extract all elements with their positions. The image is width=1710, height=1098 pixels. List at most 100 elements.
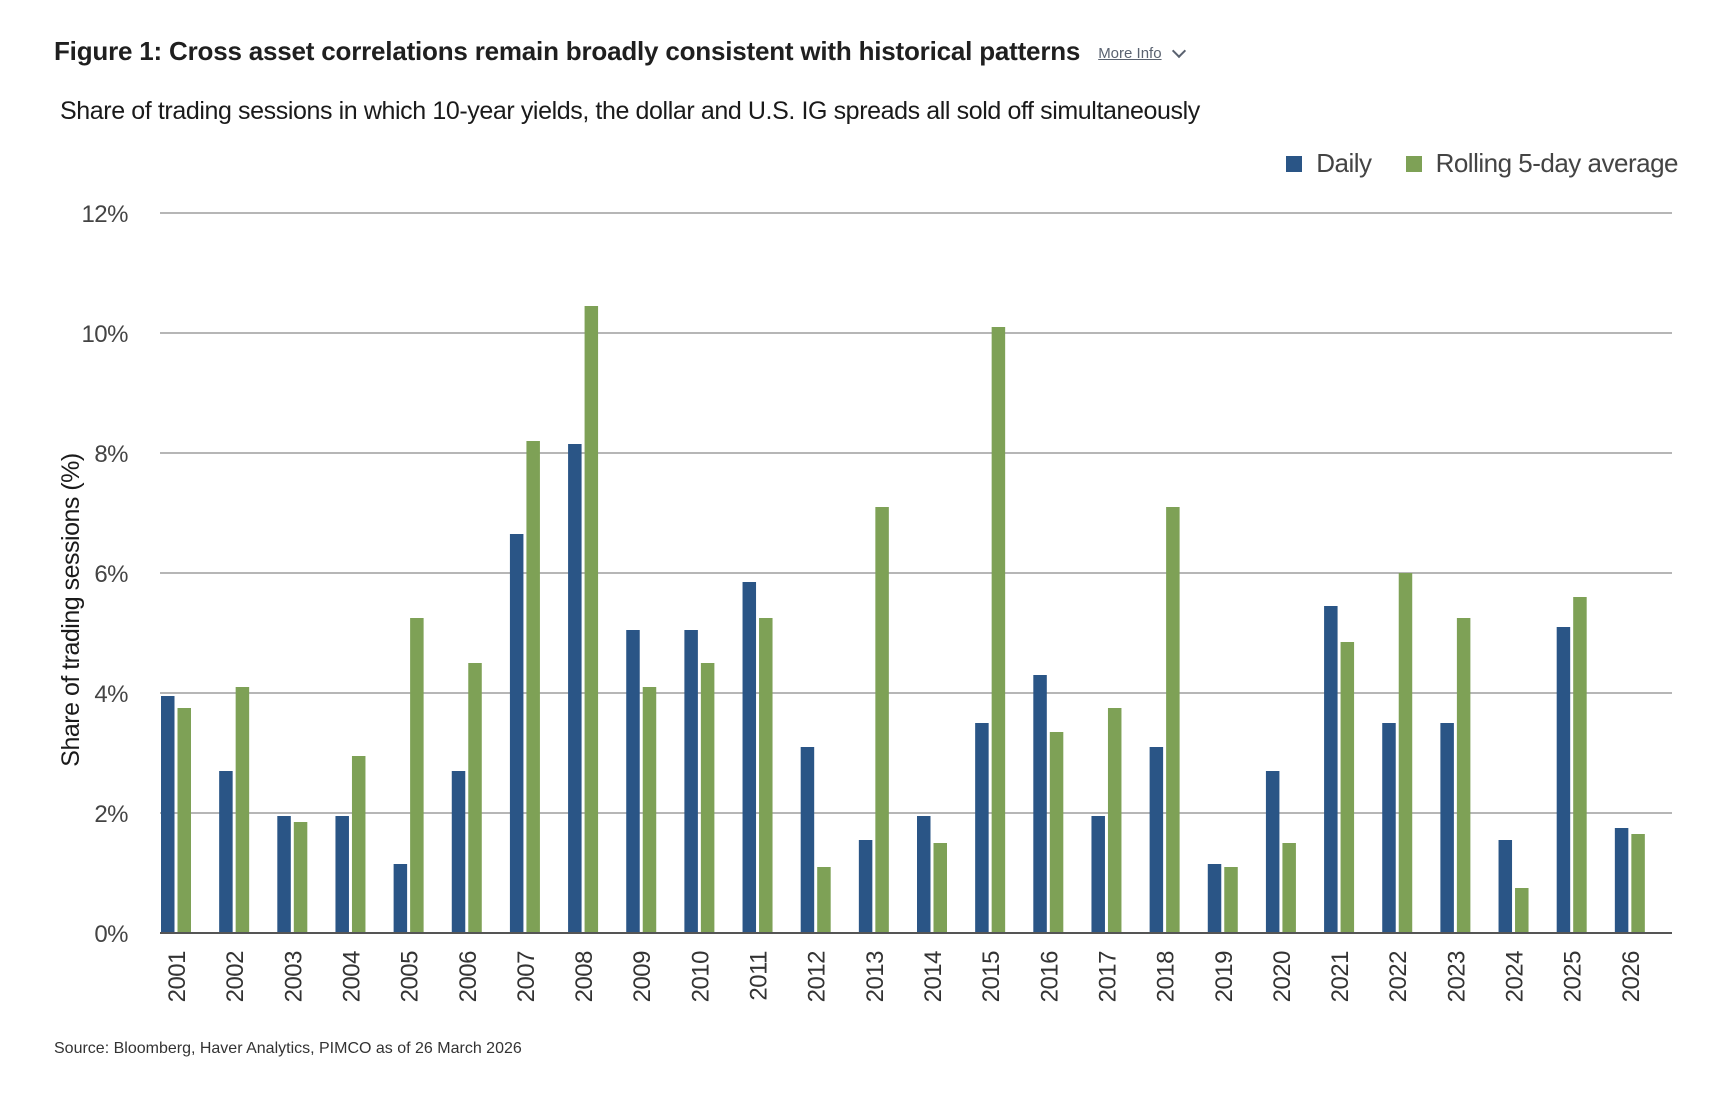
bar-daily	[917, 816, 931, 933]
x-tick-label: 2011	[746, 951, 773, 1001]
bar-daily	[1440, 723, 1454, 933]
x-tick-label: 2013	[862, 951, 889, 1003]
bar-rolling	[410, 618, 424, 933]
bar-rolling	[1398, 573, 1413, 933]
bar-rolling	[700, 663, 715, 933]
bar-daily	[1324, 606, 1338, 933]
bar-rolling	[526, 441, 540, 933]
legend-item-daily: Daily	[1286, 148, 1372, 179]
y-tick-label: 6%	[94, 561, 128, 588]
y-tick-label: 4%	[94, 681, 128, 708]
more-info-label: More Info	[1098, 45, 1162, 62]
bar-daily	[568, 444, 582, 933]
x-tick-label: 2018	[1153, 951, 1180, 1003]
x-tick-label: 2016	[1036, 951, 1063, 1003]
more-info-button[interactable]: More Info	[1098, 43, 1186, 62]
bar-daily	[451, 771, 466, 933]
bar-rolling	[1456, 618, 1471, 933]
bar-daily	[335, 816, 349, 933]
bar-rolling	[293, 822, 308, 933]
bar-daily	[626, 630, 640, 933]
bar-chart: 0% 2% 4% 6% 8% 10% 12% 2001 2002 2003 2004 2005 2006…	[57, 201, 1672, 1003]
bar-rolling	[177, 708, 191, 933]
x-tick-label: 2015	[978, 951, 1005, 1003]
y-tick-label: 0%	[94, 921, 128, 948]
chart-subtitle: Share of trading sessions in which 10-ye…	[60, 97, 1200, 125]
bar-rolling	[642, 687, 657, 933]
x-tick-label: 2019	[1211, 951, 1238, 1003]
bar-rolling	[1515, 888, 1529, 933]
bar-daily	[1614, 828, 1629, 933]
bar-daily	[800, 747, 815, 933]
x-tick-label: 2012	[804, 951, 831, 1003]
legend-label-rolling: Rolling 5-day average	[1435, 148, 1679, 178]
bar-rolling	[817, 867, 831, 933]
bar-rolling	[1631, 834, 1645, 933]
bar-daily	[858, 840, 873, 933]
chart-legend: Daily Rolling 5-day average	[1252, 148, 1679, 179]
bar-rolling	[1107, 708, 1122, 933]
bar-rolling	[235, 687, 250, 933]
legend-swatch-rolling	[1405, 155, 1422, 172]
bar-daily	[1149, 747, 1164, 933]
bar-daily	[1382, 723, 1396, 933]
bar-rolling	[933, 843, 947, 933]
x-tick-label: 2003	[280, 951, 307, 1003]
bar-daily	[161, 696, 175, 933]
x-tick-label: 2026	[1618, 951, 1645, 1003]
bar-daily	[1498, 840, 1513, 933]
bar-rolling	[875, 507, 889, 933]
source-note: Source: Bloomberg, Haver Analytics, PIMC…	[54, 1040, 522, 1057]
legend-label-daily: Daily	[1316, 148, 1372, 178]
x-tick-label: 2021	[1327, 951, 1354, 1003]
y-tick-label: 12%	[81, 201, 128, 228]
bar-daily	[1265, 771, 1280, 933]
y-axis-label: Share of trading sessions (%)	[57, 453, 85, 766]
y-tick-label: 10%	[81, 321, 128, 348]
bar-rolling	[991, 327, 1006, 933]
bar-rolling	[1224, 867, 1238, 933]
x-tick-label: 2017	[1094, 951, 1121, 1003]
bar-daily	[975, 723, 989, 933]
x-tick-label: 2023	[1443, 951, 1470, 1003]
bar-daily	[1033, 675, 1047, 933]
bar-daily	[219, 771, 233, 933]
figure-title: Figure 1: Cross asset correlations remai…	[54, 36, 1081, 66]
bar-daily	[277, 816, 291, 933]
bar-daily	[1556, 627, 1571, 933]
bar-daily	[684, 630, 698, 933]
x-tick-label: 2014	[920, 951, 947, 1003]
bar-rolling	[351, 756, 366, 933]
bar-daily	[1091, 816, 1105, 933]
bar-daily	[509, 534, 524, 933]
x-tick-label: 2009	[629, 951, 656, 1003]
legend-item-rolling: Rolling 5-day average	[1405, 148, 1679, 179]
x-tick-label: 2022	[1385, 951, 1412, 1003]
x-tick-label: 2008	[571, 951, 598, 1003]
x-tick-label: 2010	[687, 951, 714, 1003]
x-tick-label: 2005	[397, 951, 424, 1003]
legend-swatch-daily	[1286, 155, 1303, 172]
x-tick-label: 2001	[164, 951, 191, 1003]
x-tick-label: 2020	[1269, 951, 1296, 1003]
y-tick-label: 2%	[94, 801, 128, 828]
bar-daily	[393, 864, 408, 933]
x-tick-label: 2025	[1560, 951, 1587, 1003]
y-tick-label: 8%	[94, 441, 128, 468]
bar-daily	[742, 582, 757, 933]
x-tick-label: 2002	[222, 951, 249, 1003]
bar-rolling	[1340, 642, 1355, 933]
x-tick-label: 2006	[455, 951, 482, 1003]
x-tick-label: 2007	[513, 951, 540, 1003]
bar-rolling	[584, 306, 599, 933]
bar-rolling	[1573, 597, 1587, 933]
bar-rolling	[1166, 507, 1180, 933]
bar-rolling	[759, 618, 773, 933]
figure-header: Figure 1: Cross asset correlations remai…	[54, 36, 1186, 67]
x-tick-label: 2004	[338, 951, 365, 1003]
bar-rolling	[1282, 843, 1296, 933]
bar-daily	[1207, 864, 1222, 933]
bar-rolling	[1049, 732, 1064, 933]
bar-rolling	[468, 663, 482, 933]
x-tick-label: 2024	[1502, 951, 1529, 1003]
